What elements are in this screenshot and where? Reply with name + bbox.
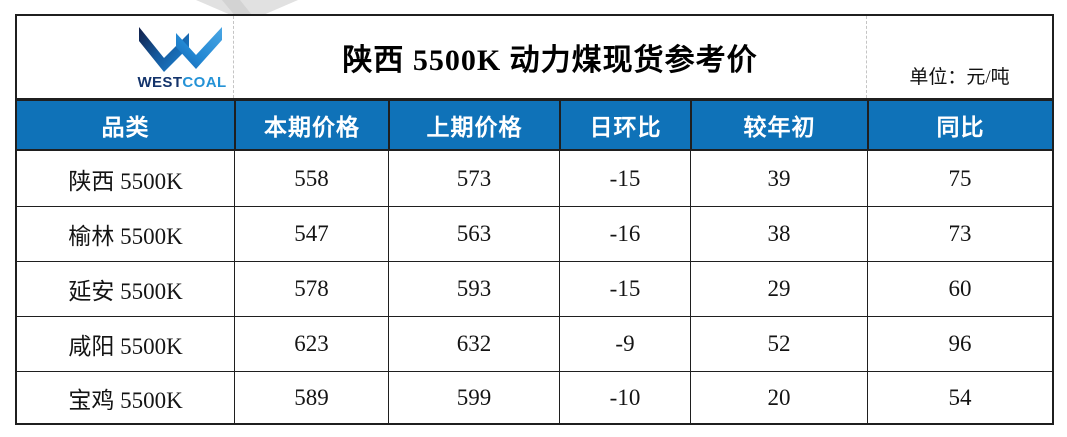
page-title: 陕西 5500K 动力煤现货参考价 bbox=[234, 16, 867, 98]
logo: WESTCOAL bbox=[17, 16, 234, 98]
yoy-cell: 73 bbox=[867, 207, 1052, 261]
column-header-day-change: 日环比 bbox=[559, 101, 690, 149]
column-header-vs-year-start: 较年初 bbox=[690, 101, 867, 149]
category-cell: 宝鸡 5500K bbox=[68, 387, 183, 413]
vs-year-start-cell: 39 bbox=[690, 151, 867, 206]
category-cell: 陕西 5500K bbox=[68, 168, 183, 194]
category-cell: 延安 5500K bbox=[68, 279, 183, 304]
vs-year-start-cell: 52 bbox=[690, 317, 867, 371]
day-change-cell: -15 bbox=[559, 151, 690, 206]
current-price-cell: 558 bbox=[234, 151, 388, 206]
price-table: WESTCOAL 陕西 5500K 动力煤现货参考价 单位：元/吨 品类 本期价… bbox=[15, 14, 1054, 425]
yoy-cell: 96 bbox=[867, 317, 1052, 371]
logo-word-coal: COAL bbox=[182, 73, 227, 91]
day-change-cell: -9 bbox=[559, 317, 690, 371]
day-change-cell: -10 bbox=[559, 372, 690, 423]
current-price-cell: 547 bbox=[234, 207, 388, 261]
yoy-cell: 60 bbox=[867, 262, 1052, 316]
current-price-cell: 589 bbox=[234, 372, 388, 423]
table-title-row: WESTCOAL 陕西 5500K 动力煤现货参考价 单位：元/吨 bbox=[17, 16, 1052, 98]
previous-price-cell: 563 bbox=[388, 207, 559, 261]
previous-price-cell: 632 bbox=[388, 317, 559, 371]
previous-price-cell: 573 bbox=[388, 151, 559, 206]
column-header-previous-price: 上期价格 bbox=[388, 101, 559, 149]
unit-label: 单位：元/吨 bbox=[909, 67, 1010, 88]
table-row: 咸阳 5500K 623 632 -9 52 96 bbox=[17, 316, 1052, 371]
previous-price-cell: 593 bbox=[388, 262, 559, 316]
day-change-cell: -15 bbox=[559, 262, 690, 316]
table-row: 陕西 5500K 558 573 -15 39 75 bbox=[17, 151, 1052, 206]
vs-year-start-cell: 20 bbox=[690, 372, 867, 423]
vs-year-start-cell: 38 bbox=[690, 207, 867, 261]
yoy-cell: 54 bbox=[867, 372, 1052, 423]
table-row: 宝鸡 5500K 589 599 -10 20 54 bbox=[17, 371, 1052, 423]
category-cell: 咸阳 5500K bbox=[68, 334, 183, 359]
category-cell: 榆林 5500K bbox=[68, 224, 183, 249]
logo-wordmark: WESTCOAL bbox=[137, 75, 226, 90]
westcoal-logo: WESTCOAL bbox=[132, 25, 232, 90]
column-header-row: 品类 本期价格 上期价格 日环比 较年初 同比 bbox=[17, 98, 1052, 151]
current-price-cell: 578 bbox=[234, 262, 388, 316]
table-row: 榆林 5500K 547 563 -16 38 73 bbox=[17, 206, 1052, 261]
logo-word-west: WEST bbox=[137, 73, 183, 91]
previous-price-cell: 599 bbox=[388, 372, 559, 423]
day-change-cell: -16 bbox=[559, 207, 690, 261]
westcoal-w-icon bbox=[139, 26, 222, 72]
column-header-current-price: 本期价格 bbox=[234, 101, 388, 149]
current-price-cell: 623 bbox=[234, 317, 388, 371]
column-header-yoy: 同比 bbox=[867, 101, 1052, 149]
table-row: 延安 5500K 578 593 -15 29 60 bbox=[17, 261, 1052, 316]
vs-year-start-cell: 29 bbox=[690, 262, 867, 316]
yoy-cell: 75 bbox=[867, 151, 1052, 206]
column-header-category: 品类 bbox=[101, 115, 150, 140]
